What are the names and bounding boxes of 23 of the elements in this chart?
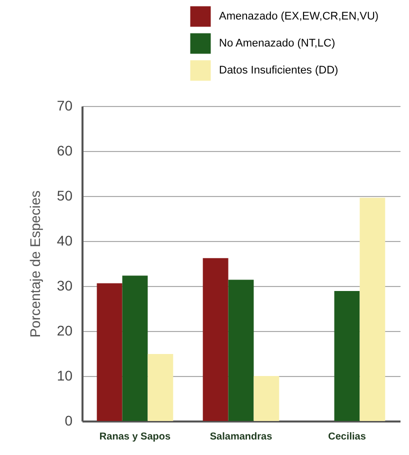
x-tick-label: Cecilias [328,432,366,442]
bar [122,276,148,421]
x-tick-label: Ranas y Sapos [99,432,172,442]
y-tick-label: 10 [56,368,73,384]
bar [148,354,174,421]
bar [202,258,228,421]
x-tick-label: Salamandras [210,432,273,442]
y-axis-title: Porcentaje de Especies [26,190,43,338]
y-tick-label: 60 [56,142,73,158]
bar [254,376,280,421]
bar [360,198,386,421]
bar [228,280,254,421]
legend-label: Amenazado (EX,EW,CR,EN,VU) [219,10,379,22]
y-tick-label: 20 [56,322,73,338]
bar [96,283,122,421]
y-tick-label: 40 [56,232,73,248]
legend-label: Datos Insuficientes (DD) [219,64,338,76]
y-tick-label: 50 [56,188,73,204]
bar [334,290,360,421]
y-tick-label: 30 [56,278,73,294]
y-tick-label: 0 [64,412,73,428]
legend-label: No Amenazado (NT,LC) [219,38,336,50]
y-tick-label: 70 [56,98,73,114]
